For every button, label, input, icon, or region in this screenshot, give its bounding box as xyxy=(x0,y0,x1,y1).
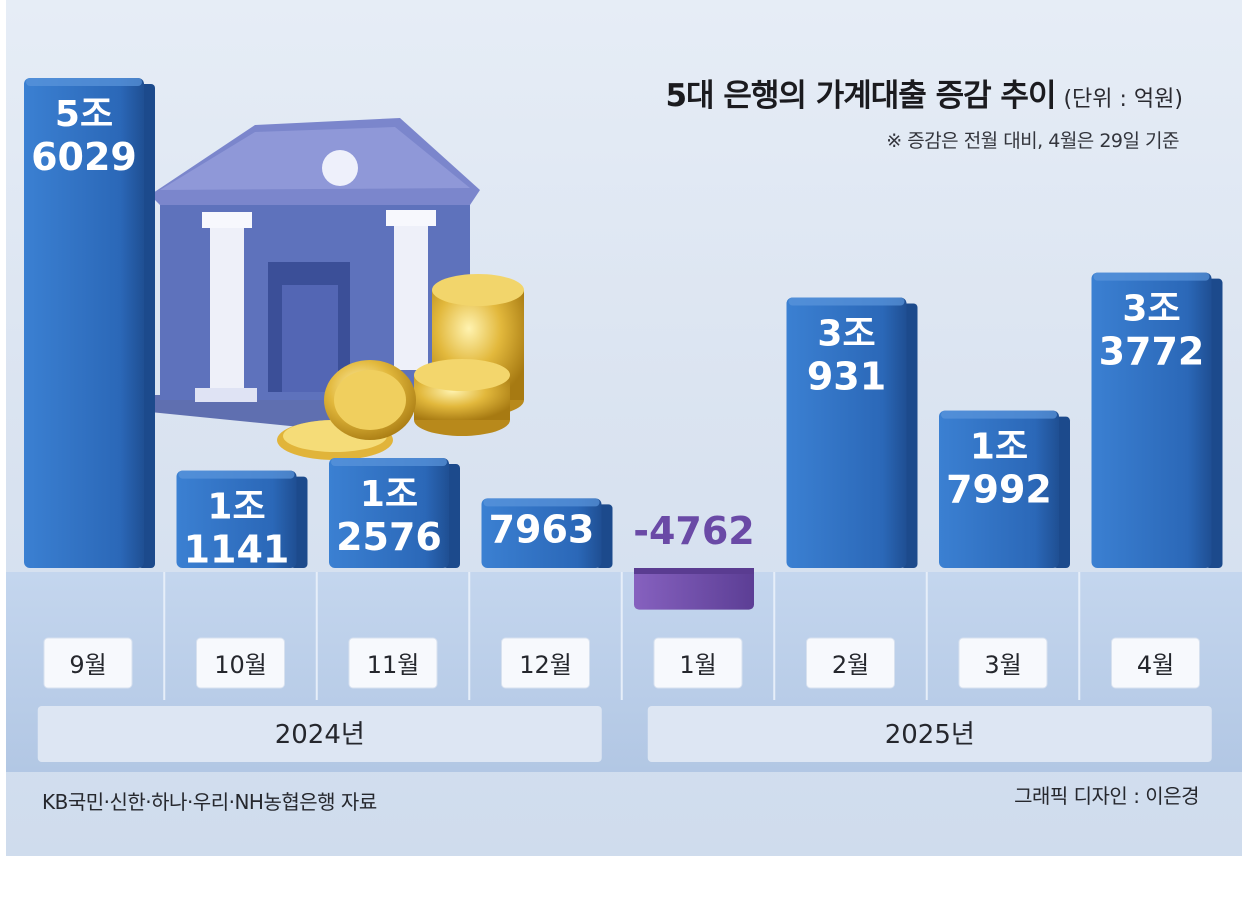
value-label: 2576 xyxy=(336,515,442,559)
month-label: 1월 xyxy=(679,651,716,679)
month-labels-layer: 9월 10월 11월 12월 1월 2월 3월 4월 xyxy=(43,637,1200,689)
year-label: 2024년 xyxy=(275,720,365,750)
bar-top xyxy=(941,410,1057,419)
month-tag xyxy=(958,637,1048,689)
month-tag xyxy=(1111,637,1200,689)
chart-header: 5대 은행의 가계대출 증감 추이 (단위 : 억원) xyxy=(665,70,1183,115)
value-label: 1141 xyxy=(184,528,290,572)
value-label: 3조 xyxy=(1122,289,1180,330)
value-label: 3조 xyxy=(817,313,875,354)
value-label: 7963 xyxy=(489,507,595,551)
month-tag xyxy=(501,637,590,689)
month-tag xyxy=(806,637,895,689)
month-label: 4월 xyxy=(1137,651,1174,679)
bars-layer xyxy=(24,78,1223,610)
unit-label: (단위 : 억원) xyxy=(1063,87,1183,112)
source-text: KB국민·신한·하나·우리·NH농협은행 자료 xyxy=(42,790,377,814)
chart-note: ※ 증감은 전월 대비, 4월은 29일 기준 xyxy=(886,130,1179,152)
bar-negative xyxy=(634,568,754,610)
year-label: 2025년 xyxy=(885,720,975,750)
month-tag xyxy=(348,637,438,689)
value-label: 7992 xyxy=(946,468,1052,512)
value-label: 931 xyxy=(807,354,886,398)
value-label: 1조 xyxy=(360,474,418,515)
month-label: 12월 xyxy=(519,651,572,679)
bar-negative-top xyxy=(634,568,754,574)
month-label: 3월 xyxy=(984,651,1021,679)
value-label: 1조 xyxy=(970,427,1028,468)
bar xyxy=(329,458,449,568)
bar-top xyxy=(26,78,142,86)
month-label: 2월 xyxy=(832,651,869,679)
bank-building-icon xyxy=(150,118,524,460)
year-band xyxy=(647,706,1212,762)
value-label-negative: -4762 xyxy=(633,509,755,553)
month-label: 9월 xyxy=(69,651,106,679)
value-label: 5조 xyxy=(55,94,113,135)
month-label: 10월 xyxy=(214,651,267,679)
month-tag xyxy=(653,637,743,689)
bar-top xyxy=(331,458,447,467)
floor-dividers xyxy=(163,572,1081,700)
bar-top xyxy=(178,470,295,479)
year-labels-layer: 2024년 2025년 xyxy=(37,706,1212,762)
chart-title: 5대 은행의 가계대출 증감 추이 xyxy=(665,78,1056,114)
bar xyxy=(786,297,907,568)
year-band xyxy=(37,706,602,762)
value-label: 3772 xyxy=(1099,330,1205,374)
bar-top xyxy=(483,498,600,507)
bar xyxy=(939,410,1059,568)
bar xyxy=(176,470,297,568)
bar xyxy=(481,498,602,568)
credit-text: 그래픽 디자인 : 이은경 xyxy=(1014,784,1199,808)
bar-top xyxy=(788,297,905,306)
value-label: 1조 xyxy=(207,487,265,528)
month-label: 11월 xyxy=(367,651,420,679)
month-tag xyxy=(43,637,133,689)
value-label: 6029 xyxy=(31,135,137,179)
bar xyxy=(24,78,144,568)
month-tag xyxy=(196,637,285,689)
bar xyxy=(1091,272,1212,568)
bar-top xyxy=(1093,272,1210,281)
